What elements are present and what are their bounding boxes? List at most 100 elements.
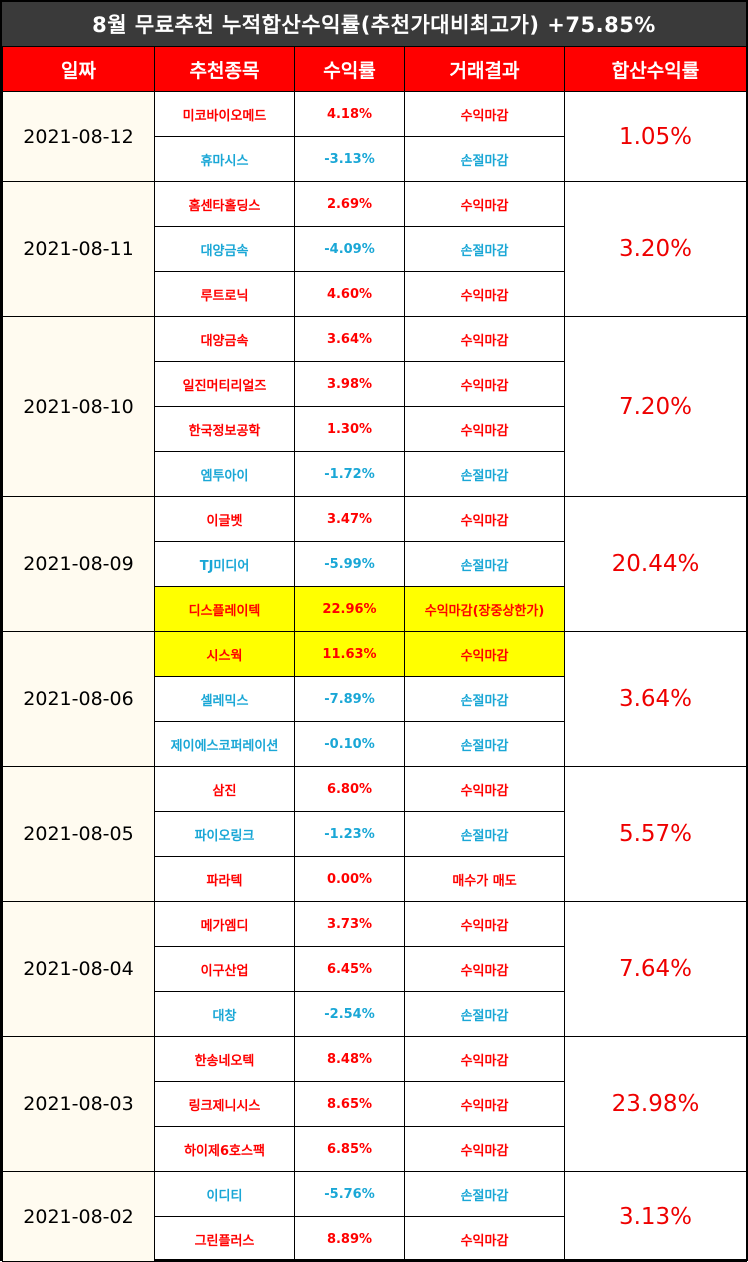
date-cell: 2021-08-11 — [2, 181, 155, 317]
stock-name-cell: 엠투아이 — [154, 451, 295, 497]
result-cell: 손절마감 — [404, 811, 565, 857]
date-cell: 2021-08-06 — [2, 631, 155, 767]
stock-name-cell: 휴마시스 — [154, 136, 295, 182]
result-cell: 손절마감 — [404, 1171, 565, 1217]
rate-cell: 11.63% — [294, 631, 405, 677]
stock-name-cell: 하이제6호스팩 — [154, 1126, 295, 1172]
rate-cell: -5.99% — [294, 541, 405, 587]
table-row: 한국정보공학 1.30% 수익마감 — [3, 406, 747, 452]
rate-cell: 8.65% — [294, 1081, 405, 1127]
table-row: 대양금속 -4.09% 손절마감 — [3, 226, 747, 272]
table-row: 2021-08-11 홈센타홀딩스 2.69% 수익마감 3.20% — [2, 181, 747, 317]
stock-name-cell: 대창 — [154, 991, 295, 1037]
table-body: 2021-08-12 미코바이오메드 4.18% 수익마감 1.05% 휴마시스 -3.13… — [2, 91, 747, 1262]
group-total-cell: 1.05% — [564, 91, 747, 182]
header-row: 일짜 추천종목 수익률 거래결과 합산수익률 — [2, 46, 747, 92]
group-total-cell: 7.64% — [564, 901, 747, 1037]
header-date: 일짜 — [2, 46, 155, 92]
result-cell: 수익마감 — [404, 1036, 565, 1082]
result-cell: 손절마감 — [404, 136, 565, 182]
rate-cell: 1.30% — [294, 406, 405, 452]
result-cell: 손절마감 — [404, 721, 565, 767]
table-row: 2021-08-09 이글벳 3.47% 수익마감 20.44% — [2, 496, 747, 632]
rate-cell: -4.09% — [294, 226, 405, 272]
result-cell: 수익마감 — [404, 631, 565, 677]
rate-cell: 22.96% — [294, 586, 405, 632]
rate-cell: 6.85% — [294, 1126, 405, 1172]
stock-name-cell: 파라텍 — [154, 856, 295, 902]
result-cell: 수익마감 — [404, 901, 565, 947]
date-cell: 2021-08-02 — [2, 1171, 155, 1262]
table-row: 2021-08-03 한송네오텍 8.48% 수익마감 23.98% — [2, 1036, 747, 1172]
stock-name-cell: 제이에스코퍼레이션 — [154, 721, 295, 767]
result-cell: 수익마감 — [404, 1126, 565, 1172]
stock-name-cell: 파이오링크 — [154, 811, 295, 857]
rate-cell: 6.80% — [294, 766, 405, 812]
result-cell: 손절마감 — [404, 676, 565, 722]
rate-cell: 4.60% — [294, 271, 405, 317]
group-total-cell: 23.98% — [564, 1036, 747, 1172]
result-cell: 손절마감 — [404, 541, 565, 587]
rate-cell: -1.72% — [294, 451, 405, 497]
stock-name-cell: 시스웍 — [154, 631, 295, 677]
rate-cell: 0.00% — [294, 856, 405, 902]
result-cell: 손절마감 — [404, 991, 565, 1037]
result-cell: 수익마감 — [404, 361, 565, 407]
date-cell: 2021-08-10 — [2, 316, 155, 497]
rate-cell: 2.69% — [294, 181, 405, 227]
table-row: 2021-08-12 미코바이오메드 4.18% 수익마감 1.05% — [2, 91, 747, 182]
rate-cell: -7.89% — [294, 676, 405, 722]
rate-cell: 3.73% — [294, 901, 405, 947]
group-total-cell: 20.44% — [564, 496, 747, 632]
result-cell: 수익마감 — [404, 271, 565, 317]
table-row: 루트로닉 4.60% 수익마감 — [3, 271, 747, 317]
stock-name-cell: 한송네오텍 — [154, 1036, 295, 1082]
stock-name-cell: 이디티 — [154, 1171, 295, 1217]
date-cell: 2021-08-03 — [2, 1036, 155, 1172]
stock-name-cell: 그린플러스 — [154, 1216, 295, 1262]
header-rate: 수익률 — [294, 46, 405, 92]
page-title: 8월 무료추천 누적합산수익률(추천가대비최고가) +75.85% — [2, 2, 746, 46]
result-cell: 수익마감 — [404, 181, 565, 227]
stock-name-cell: 이구산업 — [154, 946, 295, 992]
table-row: 파라텍 0.00% 매수가 매도 — [3, 856, 747, 902]
rate-cell: -3.13% — [294, 136, 405, 182]
stock-name-cell: 대양금속 — [154, 316, 295, 362]
result-cell: 수익마감 — [404, 91, 565, 137]
rate-cell: 8.89% — [294, 1216, 405, 1262]
result-cell: 수익마감 — [404, 946, 565, 992]
stock-name-cell: 루트로닉 — [154, 271, 295, 317]
table-row: 그린플러스 8.89% 수익마감 — [3, 1216, 747, 1262]
table-row: TJ미디어 -5.99% 손절마감 — [3, 541, 747, 587]
rate-cell: -1.23% — [294, 811, 405, 857]
date-cell: 2021-08-12 — [2, 91, 155, 182]
table-row: 2021-08-02 이디티 -5.76% 손절마감 3.13% — [2, 1171, 747, 1262]
header-result: 거래결과 — [404, 46, 565, 92]
table-row: 링크제니시스 8.65% 수익마감 — [3, 1081, 747, 1127]
rate-cell: 4.18% — [294, 91, 405, 137]
stock-name-cell: 미코바이오메드 — [154, 91, 295, 137]
table-row: 대창 -2.54% 손절마감 — [3, 991, 747, 1037]
rate-cell: -2.54% — [294, 991, 405, 1037]
result-cell: 수익마감 — [404, 496, 565, 542]
stock-name-cell: 삼진 — [154, 766, 295, 812]
rate-cell: -0.10% — [294, 721, 405, 767]
group-total-cell: 3.13% — [564, 1171, 747, 1262]
rate-cell: -5.76% — [294, 1171, 405, 1217]
result-cell: 손절마감 — [404, 226, 565, 272]
stock-name-cell: 메가엠디 — [154, 901, 295, 947]
table-row: 셀레믹스 -7.89% 손절마감 — [3, 676, 747, 722]
stock-name-cell: TJ미디어 — [154, 541, 295, 587]
group-total-cell: 5.57% — [564, 766, 747, 902]
result-cell: 수익마감 — [404, 1216, 565, 1262]
recommendation-table: 일짜 추천종목 수익률 거래결과 합산수익률 2021-08-12 미코바이오메드… — [2, 46, 747, 1262]
header-total: 합산수익률 — [564, 46, 747, 92]
result-cell: 수익마감 — [404, 316, 565, 362]
result-cell: 수익마감(장중상한가) — [404, 586, 565, 632]
rate-cell: 6.45% — [294, 946, 405, 992]
rate-cell: 3.64% — [294, 316, 405, 362]
table-row: 2021-08-06 시스웍 11.63% 수익마감 3.64% — [2, 631, 747, 767]
header-stock: 추천종목 — [154, 46, 295, 92]
stock-name-cell: 이글벳 — [154, 496, 295, 542]
